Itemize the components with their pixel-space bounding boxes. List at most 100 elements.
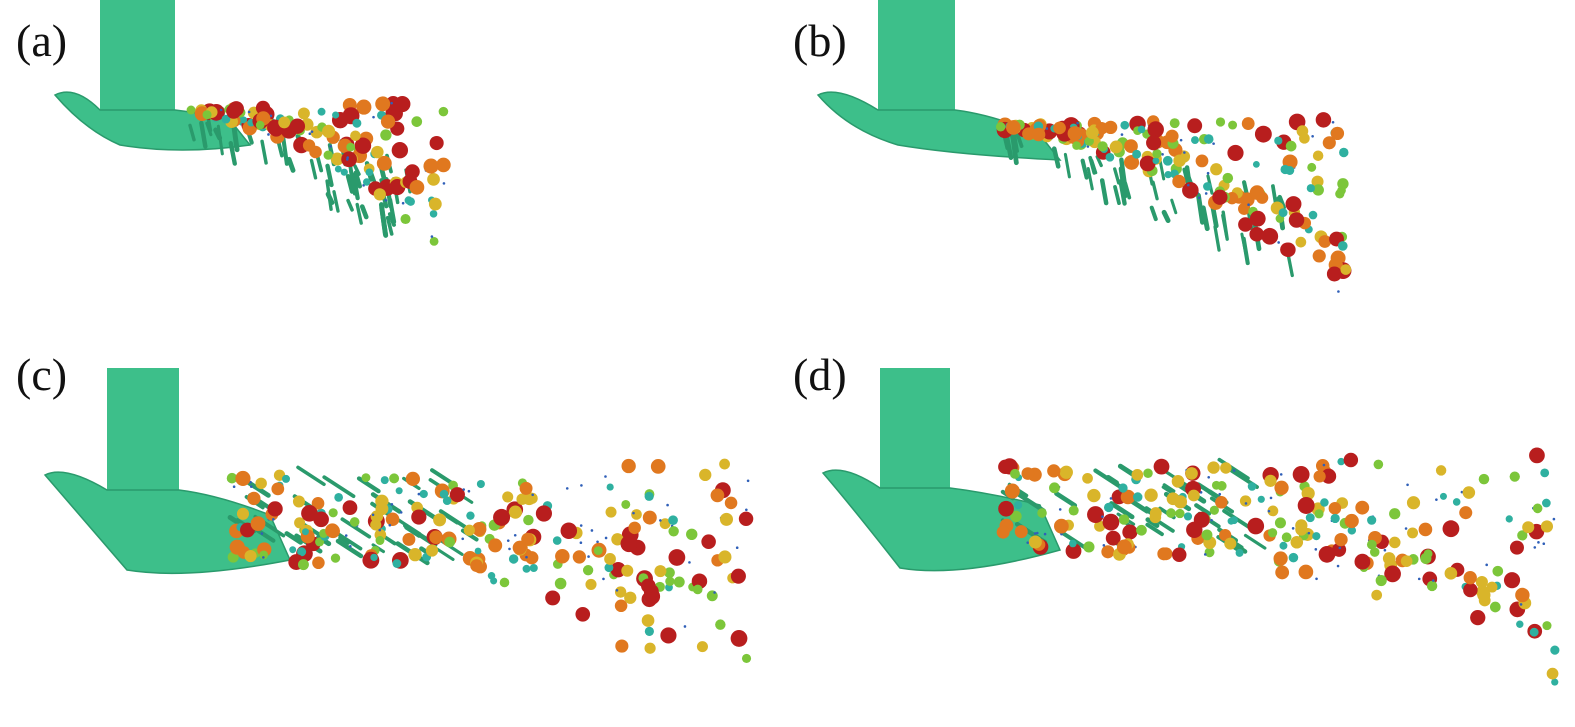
- droplet: [1116, 539, 1132, 555]
- ligament: [353, 164, 361, 176]
- droplet: [1212, 189, 1228, 205]
- droplet: [385, 512, 400, 527]
- droplet: [1241, 117, 1255, 130]
- droplet: [1274, 480, 1289, 495]
- droplet: [1486, 581, 1498, 593]
- droplet: [361, 473, 371, 483]
- ligament: [255, 528, 276, 543]
- ligament: [309, 158, 318, 180]
- droplet: [1318, 235, 1332, 248]
- droplet: [1103, 502, 1114, 513]
- droplet: [1026, 541, 1030, 544]
- droplet: [1354, 553, 1371, 570]
- droplet: [371, 513, 375, 517]
- droplet: [554, 577, 567, 590]
- droplet: [247, 491, 261, 506]
- droplet: [389, 473, 400, 484]
- droplet: [1204, 547, 1215, 558]
- ligament: [1170, 198, 1178, 215]
- droplet: [1307, 162, 1317, 172]
- droplet: [297, 559, 309, 571]
- droplet: [1211, 480, 1221, 490]
- droplet: [555, 548, 570, 564]
- droplet: [1275, 565, 1290, 580]
- ligament: [378, 202, 388, 237]
- droplet: [1337, 457, 1345, 466]
- droplet: [1331, 120, 1335, 124]
- droplet: [1131, 469, 1144, 481]
- droplet: [249, 480, 252, 484]
- droplet: [1183, 151, 1186, 154]
- droplet: [278, 116, 291, 129]
- droplet: [730, 568, 746, 584]
- ligament: [325, 163, 334, 188]
- droplet: [615, 639, 629, 653]
- droplet: [259, 550, 269, 560]
- droplet: [585, 578, 597, 590]
- droplet: [1249, 185, 1265, 200]
- droplet: [329, 144, 332, 148]
- droplet: [376, 155, 392, 171]
- droplet: [1550, 645, 1560, 655]
- droplet: [352, 118, 362, 128]
- droplet: [1311, 134, 1314, 138]
- ligament: [1080, 158, 1089, 180]
- ligament: [1194, 503, 1212, 516]
- droplet: [297, 547, 307, 557]
- droplet: [1203, 553, 1207, 556]
- droplet: [1222, 172, 1234, 184]
- droplet: [1384, 565, 1401, 583]
- droplet: [688, 561, 691, 564]
- droplet: [1068, 505, 1079, 516]
- droplet: [1546, 667, 1559, 680]
- nozzle: [880, 368, 950, 498]
- droplet: [525, 551, 539, 565]
- droplet: [297, 107, 310, 120]
- droplet: [1165, 129, 1179, 143]
- ligament: [1200, 205, 1210, 232]
- droplet: [312, 556, 325, 570]
- droplet: [1186, 521, 1203, 538]
- droplet: [621, 458, 636, 474]
- droplet: [1185, 467, 1198, 480]
- droplet: [699, 468, 712, 481]
- ligament: [338, 536, 350, 545]
- droplet: [1290, 535, 1304, 549]
- droplet: [1273, 551, 1288, 566]
- droplet: [1505, 515, 1513, 523]
- panel-label-b: (b): [793, 15, 847, 66]
- nozzle: [107, 368, 179, 500]
- droplet: [1172, 547, 1187, 562]
- droplet: [691, 573, 708, 589]
- droplet: [1164, 170, 1172, 179]
- droplet: [1306, 184, 1315, 193]
- ligament: [1063, 152, 1071, 179]
- droplet: [411, 116, 423, 127]
- ligament: [322, 475, 356, 499]
- droplet: [1143, 468, 1153, 479]
- droplet: [1314, 509, 1324, 519]
- droplet: [375, 96, 391, 112]
- droplet: [582, 565, 594, 576]
- ligament: [1113, 185, 1121, 205]
- droplet: [666, 503, 669, 507]
- droplet: [255, 477, 267, 490]
- droplet: [1313, 470, 1326, 483]
- droplet: [1442, 520, 1460, 538]
- droplet: [1220, 462, 1232, 474]
- droplet: [1028, 535, 1042, 549]
- ligament: [1054, 491, 1078, 508]
- droplet: [1330, 513, 1340, 524]
- droplet: [417, 492, 421, 496]
- ligament: [1196, 192, 1205, 225]
- droplet: [1322, 136, 1336, 150]
- droplet: [405, 471, 420, 486]
- droplet: [427, 172, 440, 186]
- droplet: [202, 110, 212, 120]
- droplet: [719, 512, 734, 526]
- droplet: [1118, 483, 1128, 493]
- droplet: [746, 479, 750, 483]
- droplet: [654, 565, 667, 578]
- droplet: [449, 487, 465, 503]
- droplet: [1169, 118, 1180, 129]
